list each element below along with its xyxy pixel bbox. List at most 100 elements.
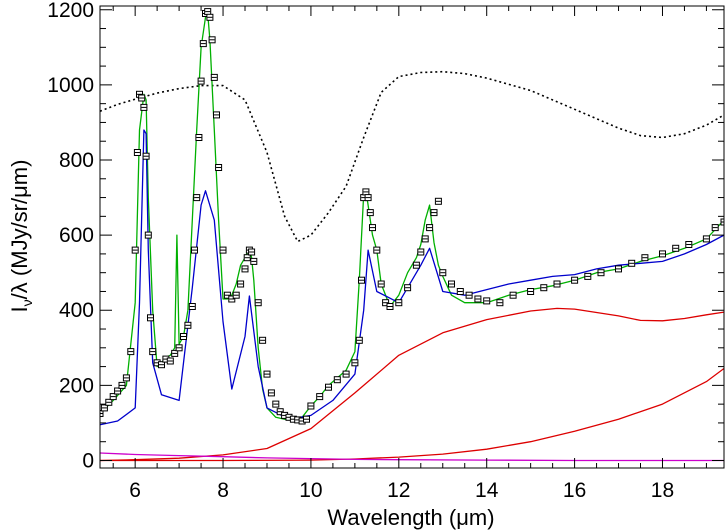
data-point <box>439 269 447 277</box>
series-line-1 <box>100 307 724 462</box>
data-point <box>615 265 622 273</box>
data-point <box>248 248 256 256</box>
data-point <box>333 376 341 384</box>
y-tick-label: 600 <box>59 224 94 247</box>
data-point <box>395 299 403 307</box>
data-point <box>133 149 141 156</box>
data-point <box>118 381 126 389</box>
data-point <box>303 415 310 423</box>
data-point <box>191 246 198 254</box>
data-point <box>175 344 183 352</box>
data-point <box>263 370 271 378</box>
x-tick-label: 8 <box>217 479 229 502</box>
data-point <box>254 299 262 307</box>
data-point <box>199 40 207 48</box>
data-point <box>171 349 179 357</box>
y-tick-label: 1200 <box>47 0 94 22</box>
data-point <box>421 235 429 243</box>
data-point <box>628 259 636 267</box>
data-point <box>553 280 561 288</box>
data-point <box>131 246 139 254</box>
data-point <box>364 194 372 202</box>
data-point <box>584 272 592 280</box>
data-point <box>720 218 724 226</box>
data-point <box>711 224 719 232</box>
y-axis-title-main: I <box>7 306 32 312</box>
data-point <box>702 235 710 243</box>
x-tick-label: 16 <box>563 479 586 502</box>
data-point <box>142 152 150 160</box>
data-point <box>219 246 227 254</box>
data-point <box>206 13 214 21</box>
y-axis-title: Iν/λ (MJy/sr/μm) <box>7 160 35 313</box>
data-point <box>641 254 649 262</box>
data-point <box>276 408 284 416</box>
data-point <box>243 254 251 262</box>
data-point <box>659 250 666 258</box>
data-point <box>204 8 212 16</box>
y-tick-label: 0 <box>82 450 94 473</box>
data-point <box>597 269 605 277</box>
data-point <box>208 36 216 44</box>
data-point <box>509 291 517 299</box>
x-tick-label: 14 <box>475 479 499 502</box>
data-point <box>426 224 434 232</box>
series-line-0 <box>100 70 724 243</box>
data-point <box>241 265 249 273</box>
data-point <box>448 280 455 288</box>
data-point <box>250 257 258 265</box>
data-point <box>465 291 473 299</box>
data-point <box>307 402 315 410</box>
x-tick-label: 10 <box>299 479 322 502</box>
data-point <box>215 164 223 171</box>
data-point <box>158 361 165 369</box>
data-point <box>483 297 491 305</box>
data-point <box>195 134 203 141</box>
x-tick-label: 12 <box>387 479 410 502</box>
data-point <box>412 261 420 269</box>
series-line-5 <box>100 129 724 426</box>
x-tick-label: 6 <box>129 479 141 502</box>
data-point <box>358 276 365 284</box>
data-point <box>351 359 359 367</box>
data-point <box>109 393 117 401</box>
data-point <box>355 336 363 344</box>
x-tick-label: 18 <box>651 479 674 502</box>
data-point <box>105 398 113 406</box>
data-point <box>373 246 381 254</box>
data-point <box>149 348 157 356</box>
plot-frame <box>99 5 725 469</box>
x-axis: 6 8 10 12 14 16 18 <box>112 6 707 502</box>
y-axis-title-sub: ν <box>19 299 35 306</box>
data-point <box>232 291 240 299</box>
data-point <box>184 321 192 329</box>
data-point <box>100 404 108 412</box>
data-point <box>166 357 174 365</box>
plot-area <box>100 8 724 462</box>
data-point <box>527 288 535 295</box>
data-point <box>685 241 693 248</box>
data-point <box>193 194 201 202</box>
data-point <box>404 284 412 292</box>
y-tick-label: 1000 <box>47 74 94 97</box>
data-point <box>369 224 376 232</box>
data-point <box>147 314 154 322</box>
data-point <box>430 209 438 217</box>
data-point <box>259 336 267 344</box>
y-tick-label: 200 <box>59 374 94 397</box>
y-axis-title-rest: /λ (MJy/sr/μm) <box>7 160 32 300</box>
data-point <box>571 276 579 284</box>
data-point <box>325 383 332 391</box>
data-point <box>474 295 482 303</box>
data-point <box>197 77 205 85</box>
data-point <box>386 303 394 310</box>
data-point <box>316 393 324 401</box>
data-point <box>272 400 280 408</box>
data-point <box>127 348 135 356</box>
data-point <box>100 410 104 417</box>
data-point <box>377 280 385 288</box>
data-point <box>417 248 425 256</box>
data-point <box>342 370 350 378</box>
y-tick-label: 800 <box>59 149 94 172</box>
data-point <box>138 94 146 102</box>
